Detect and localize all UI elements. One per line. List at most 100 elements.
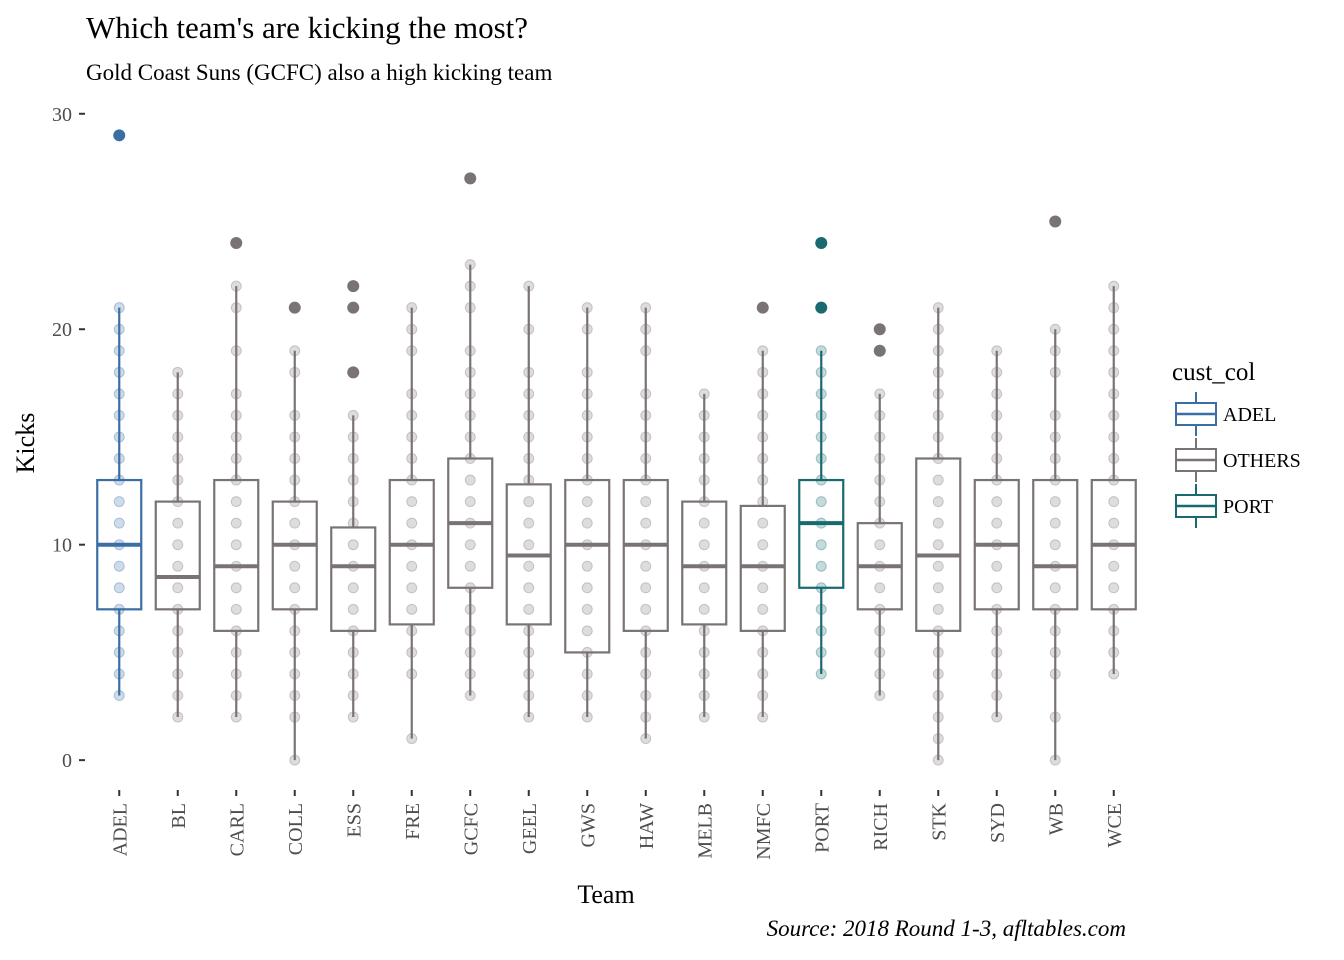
x-tick-label: NMFC: [753, 803, 775, 860]
data-point: [1049, 323, 1061, 335]
data-point: [815, 560, 827, 572]
data-point: [815, 539, 827, 551]
y-tick-label: 20: [52, 319, 72, 341]
data-point: [757, 582, 769, 594]
data-point: [581, 431, 593, 443]
data-point: [289, 409, 301, 421]
data-point: [230, 582, 242, 594]
data-point: [113, 668, 125, 680]
outlier-point: [288, 301, 301, 314]
data-point: [991, 690, 1003, 702]
data-point: [523, 453, 535, 465]
data-point: [406, 517, 418, 529]
data-point: [698, 582, 710, 594]
data-point: [1108, 646, 1120, 658]
data-point: [1049, 345, 1061, 357]
data-point: [406, 345, 418, 357]
data-point: [464, 409, 476, 421]
data-point: [932, 366, 944, 378]
data-point: [289, 345, 301, 357]
x-tick-label: WB: [1045, 803, 1067, 835]
x-tick-label: HAW: [636, 803, 658, 849]
data-point: [113, 345, 125, 357]
data-point: [172, 388, 184, 400]
outlier-point: [1049, 215, 1062, 228]
data-point: [1108, 453, 1120, 465]
data-point: [172, 582, 184, 594]
data-point: [230, 280, 242, 292]
data-point: [230, 453, 242, 465]
box-nmfc: [739, 301, 786, 723]
data-point: [991, 345, 1003, 357]
box-gws: [564, 302, 611, 723]
data-point: [289, 625, 301, 637]
data-point: [113, 517, 125, 529]
data-point: [874, 646, 886, 658]
data-point: [289, 366, 301, 378]
data-point: [640, 733, 652, 745]
data-point: [172, 474, 184, 486]
data-point: [640, 409, 652, 421]
box-carl: [213, 237, 260, 723]
data-point: [757, 474, 769, 486]
box-iqr: [564, 478, 611, 654]
y-axis: 0 10 20 30: [52, 104, 85, 772]
data-point: [406, 646, 418, 658]
data-point: [230, 539, 242, 551]
data-point: [172, 453, 184, 465]
data-point: [932, 345, 944, 357]
data-point: [757, 409, 769, 421]
data-point: [406, 302, 418, 314]
data-point: [698, 711, 710, 723]
data-point: [815, 453, 827, 465]
data-point: [757, 711, 769, 723]
data-point: [874, 582, 886, 594]
box-iqr: [388, 478, 435, 626]
data-point: [581, 625, 593, 637]
data-point: [1049, 646, 1061, 658]
data-point: [230, 345, 242, 357]
data-point: [523, 431, 535, 443]
outlier-point: [347, 301, 360, 314]
data-point: [815, 625, 827, 637]
data-point: [1049, 409, 1061, 421]
data-point: [172, 431, 184, 443]
data-point: [172, 366, 184, 378]
data-point: [347, 539, 359, 551]
box-wce: [1090, 280, 1137, 680]
data-point: [757, 345, 769, 357]
data-point: [815, 431, 827, 443]
data-point: [874, 453, 886, 465]
data-point: [172, 625, 184, 637]
box-wb: [1032, 215, 1079, 766]
data-point: [932, 754, 944, 766]
data-point: [874, 496, 886, 508]
data-point: [1108, 625, 1120, 637]
data-point: [640, 646, 652, 658]
data-point: [464, 668, 476, 680]
data-point: [289, 668, 301, 680]
data-point: [523, 539, 535, 551]
data-point: [874, 690, 886, 702]
data-point: [757, 431, 769, 443]
x-tick-label: FRE: [402, 803, 424, 840]
data-point: [289, 646, 301, 658]
data-point: [991, 388, 1003, 400]
data-point: [172, 539, 184, 551]
data-point: [172, 560, 184, 572]
data-point: [464, 280, 476, 292]
data-point: [1049, 453, 1061, 465]
data-point: [757, 539, 769, 551]
data-point: [113, 302, 125, 314]
data-point: [289, 431, 301, 443]
box-ess: [330, 280, 377, 723]
data-point: [230, 668, 242, 680]
x-tick-label: GCFC: [460, 803, 482, 855]
data-point: [289, 582, 301, 594]
data-point: [932, 646, 944, 658]
data-point: [640, 582, 652, 594]
data-point: [113, 625, 125, 637]
data-point: [932, 302, 944, 314]
box-iqr: [798, 478, 845, 589]
data-point: [464, 345, 476, 357]
